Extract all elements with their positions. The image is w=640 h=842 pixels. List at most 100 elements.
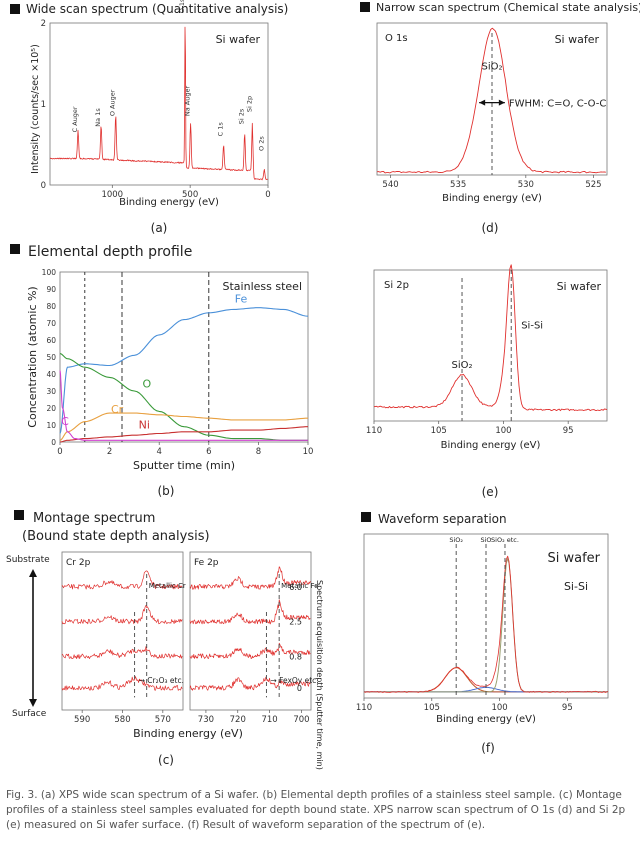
panel-b-y-tick-label: 30 (46, 387, 56, 396)
panel-c-label: (c) (158, 753, 174, 767)
panel-f-x-tick-label: 105 (424, 703, 440, 713)
panel-b-y-tick-label: 100 (42, 268, 57, 277)
panel-f-x-tick-label: 110 (356, 703, 372, 713)
panel-f-square (361, 512, 371, 522)
panel-d-x-tick-label: 525 (585, 180, 601, 190)
panel-c-fe-2p-spectrum (189, 599, 311, 625)
panel-a-label: (a) (151, 221, 168, 235)
panel-c-x-tick-label: 590 (74, 715, 90, 725)
panel-c-depth-tick-label: 0.8 (289, 652, 302, 661)
panel-b-series-ni (60, 426, 308, 443)
panel-b-x-tick-label: 4 (156, 447, 161, 457)
figure-caption: Fig. 3. (a) XPS wide scan spectrum of a … (6, 789, 626, 831)
panel-f-x-tick-label: 95 (562, 703, 573, 713)
panel-f-sample-label: Si wafer (547, 551, 600, 566)
panel-c-metallic-label: Metallic Cr (149, 582, 186, 590)
panel-f-marker-label: SiO₂ (449, 536, 463, 544)
panel-c-cr-2p-spectrum (61, 646, 183, 660)
panel-c-cr-2p-spectrum (61, 605, 183, 625)
panel-e-sio2-label: SiO₂ (452, 360, 473, 371)
panel-a-peak-label: C 1s (217, 122, 225, 137)
panel-b-series-label-o: O (142, 378, 151, 391)
panel-b-series-label-ni: Ni (139, 418, 150, 431)
panel-c-x-tick-label: 570 (155, 715, 171, 725)
panel-c-depth-tick-label: 0 (297, 684, 302, 693)
panel-b-x-tick-label: 10 (303, 447, 314, 457)
panel-e-x-tick-label: 100 (495, 426, 511, 436)
panel-d-label: (d) (482, 221, 499, 235)
panel-c-depth-tick-label: 2.5 (289, 618, 302, 627)
panel-c-subpanel-name: Cr 2p (66, 558, 91, 568)
panel-d-x-tick-label: 530 (518, 180, 534, 190)
panel-d-x-tick-label: 535 (450, 180, 466, 190)
panel-e-x-tick-label: 105 (431, 426, 447, 436)
panel-a-peak-label: O 1s (178, 0, 186, 13)
panel-b-y-tick-label: 60 (46, 336, 56, 345)
panel-c-depth-arrowhead-top (29, 569, 37, 577)
panel-e-label: (e) (482, 485, 499, 499)
panel-c-subpanel-name: Fe 2p (194, 558, 219, 568)
panel-b-x-tick-label: 2 (107, 447, 112, 457)
panel-c-right-axis-label: Spectrum acquisition depth (Sputter time… (315, 580, 324, 770)
panel-a-sample-label: Si wafer (216, 33, 261, 46)
panel-c-x-tick-label: 720 (230, 715, 246, 725)
panel-a-title: Wide scan spectrum (Quantitative analysi… (26, 2, 288, 16)
panel-f-label: (f) (481, 741, 495, 755)
panel-a-x-tick-label: 1000 (101, 190, 123, 200)
panel-c-depth-tick-label: 6.0 (289, 583, 302, 592)
panel-b-y-tick-label: 80 (46, 302, 56, 311)
panel-c-xlabel: Binding energy (eV) (133, 727, 243, 740)
panel-e-sample-label: Si wafer (557, 280, 602, 293)
panel-d-peak-label: O 1s (385, 33, 408, 44)
panel-b-x-tick-label: 0 (57, 447, 62, 457)
panel-b-x-tick-label: 6 (206, 447, 211, 457)
panel-b-y-tick-label: 0 (51, 438, 56, 447)
panel-c-fe-2p-spectrum (189, 566, 311, 590)
panel-b-series-fe (59, 307, 309, 434)
panel-d-title: Narrow scan spectrum (Chemical state ana… (376, 1, 640, 14)
panel-e-x-tick-label: 110 (366, 426, 382, 436)
panel-b-y-tick-label: 20 (46, 404, 56, 413)
panel-b-y-tick-label: 40 (46, 370, 56, 379)
panel-a-frame (49, 22, 269, 186)
panel-e-x-tick-label: 95 (563, 426, 574, 436)
panel-b-y-tick-label: 70 (46, 319, 56, 328)
panel-a-y-tick-label: 1 (41, 100, 46, 110)
panel-e-peak-label: Si 2p (384, 280, 409, 291)
panel-b-series-cr (59, 412, 308, 441)
panel-b-ylabel: Concentration (atomic %) (26, 286, 39, 427)
panel-a-x-tick-label: 0 (265, 190, 270, 200)
panel-d-spectrum (376, 27, 606, 174)
panel-d-component-label: SiO₂ (481, 61, 502, 72)
panel-c-metallic-label: Metallic Fe (281, 582, 318, 590)
panel-a-peak-label: Na 1s (94, 108, 102, 127)
panel-b-y-tick-label: 90 (46, 285, 56, 294)
panel-b-label: (b) (158, 484, 175, 498)
panel-b-series-c (59, 370, 308, 441)
panel-c-top-label: Substrate (6, 555, 50, 565)
panel-d-square (360, 2, 370, 12)
panel-f-xlabel: Binding energy (eV) (436, 714, 536, 725)
panel-b-title: Elemental depth profile (28, 244, 192, 260)
panel-a-peak-label: Na Auger (184, 86, 192, 117)
panel-a-ylabel: Intensity (counts/sec ×10⁵) (30, 44, 41, 174)
panel-f-marker-label: SiO (480, 536, 491, 544)
panel-a-x-tick-label: 500 (182, 190, 198, 200)
panel-d-sample-label: Si wafer (555, 33, 600, 46)
panel-c-oxide-label: → FexOy etc. (270, 676, 318, 685)
panel-d-xlabel: Binding energy (eV) (442, 193, 542, 204)
panel-a-peak-label: Si 2s (238, 108, 246, 124)
panel-b-series-label-cr: Cr (111, 403, 124, 416)
panel-a-y-tick-label: 2 (41, 19, 46, 29)
panel-b-series-label-c: C (61, 415, 69, 428)
panel-c-x-tick-label: 700 (293, 715, 309, 725)
panel-c-square (14, 510, 24, 520)
panel-c-cr-2p-spectrum (61, 676, 183, 691)
panel-b-y-tick-label: 50 (46, 353, 56, 362)
panel-b-y-tick-label: 10 (46, 421, 56, 430)
panel-f-title: Waveform separation (378, 512, 507, 526)
panel-b-square (10, 244, 20, 254)
panel-c-title: Montage spectrum (33, 511, 155, 526)
panel-c-fe-2p-spectrum (189, 642, 311, 659)
